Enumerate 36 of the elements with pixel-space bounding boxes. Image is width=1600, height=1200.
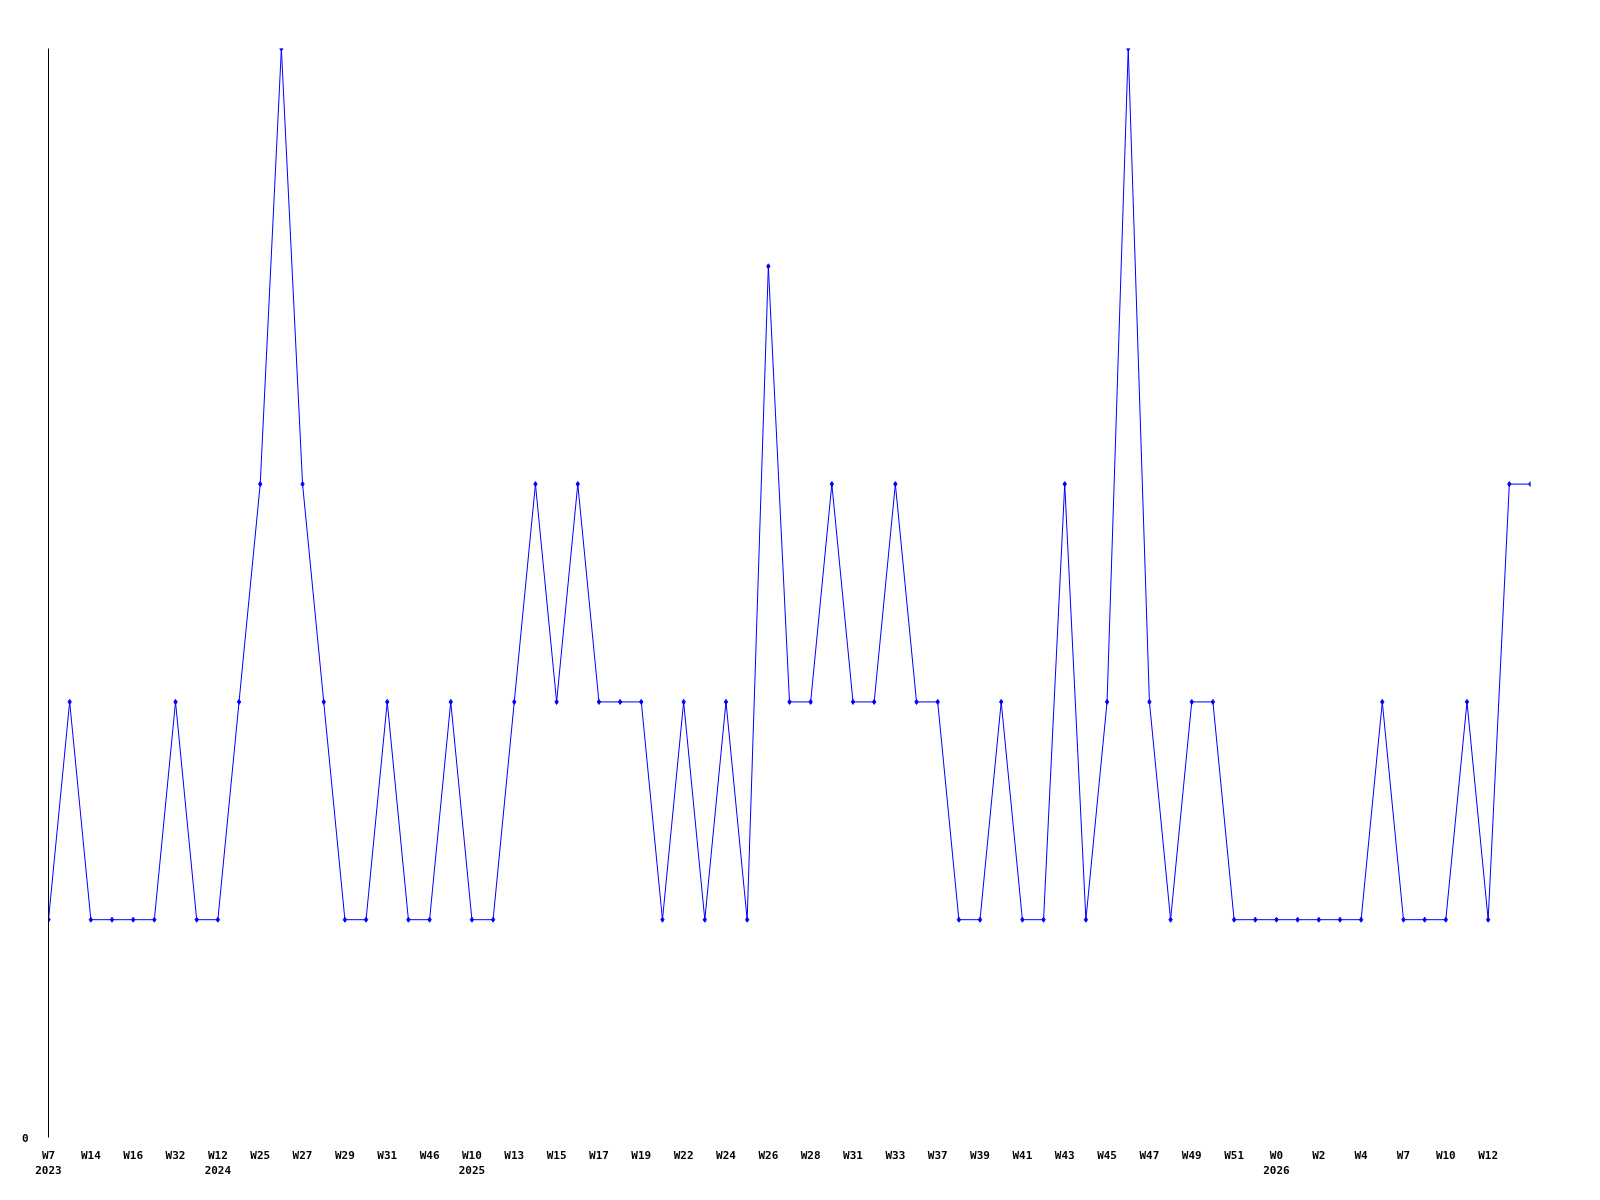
x-tick-label: W33: [885, 1148, 906, 1162]
x-tick-label: W32: [165, 1148, 186, 1162]
x-tick-label: W2: [1312, 1148, 1326, 1162]
x-tick-label: W17: [589, 1148, 609, 1162]
x-tick-label: W7: [1396, 1148, 1411, 1162]
x-tick-label: W25: [250, 1148, 271, 1162]
x-tick-label: W12: [1478, 1148, 1499, 1162]
x-tick-label: W13: [504, 1148, 525, 1162]
x-tick-label: W28: [800, 1148, 821, 1162]
x-tick-label: W14: [80, 1148, 102, 1162]
x-tick-label: W49: [1181, 1148, 1202, 1162]
x-tick-label: W12 2024: [204, 1148, 232, 1178]
x-tick-label: W29: [334, 1148, 355, 1162]
x-tick-label: W43: [1054, 1148, 1075, 1162]
x-tick-label: W22: [673, 1148, 694, 1162]
x-tick-label: W26: [758, 1148, 779, 1162]
x-tick-label: W45: [1097, 1148, 1118, 1162]
x-tick-label: W41: [1012, 1148, 1033, 1162]
x-tick-label: W4: [1354, 1148, 1369, 1162]
x-tick-label: W39: [970, 1148, 990, 1162]
x-tick-label: W31: [377, 1148, 398, 1162]
x-tick-label: W15: [546, 1148, 567, 1162]
text: 0: [21, 1131, 29, 1145]
x-tick-label: W27: [292, 1148, 313, 1162]
x-tick-label: W31: [843, 1148, 864, 1162]
x-tick-label: W10: [1435, 1148, 1456, 1162]
x-tick-label: W19: [631, 1148, 652, 1162]
x-tick-label: W37: [927, 1148, 948, 1162]
x-tick-label: W7 2023: [35, 1148, 62, 1178]
x-tick-label: W46: [419, 1148, 440, 1162]
x-tick-label: W16: [123, 1148, 144, 1162]
x-tick-label: W51: [1224, 1148, 1245, 1162]
x-tick-label: W47: [1139, 1148, 1160, 1162]
x-tick-label: W10 2025: [458, 1148, 486, 1178]
x-tick-label: W0 2026: [1263, 1148, 1291, 1178]
x-tick-label: W24: [716, 1148, 737, 1162]
